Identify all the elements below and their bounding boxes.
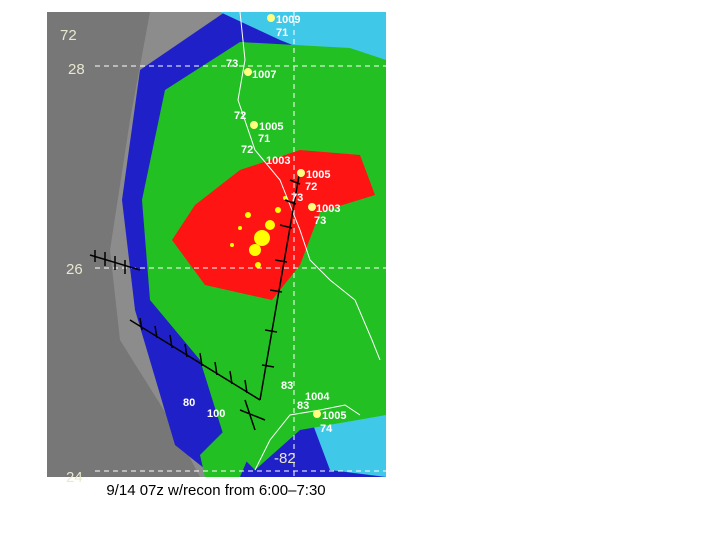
station-label: 83 bbox=[297, 400, 309, 412]
imagery bbox=[47, 12, 386, 477]
station-label: 1005 bbox=[259, 121, 283, 133]
station-dots bbox=[244, 14, 321, 418]
station-label: 72 bbox=[234, 110, 246, 122]
longitude-label: -82 bbox=[274, 450, 296, 467]
lightning bbox=[230, 196, 287, 268]
station-label: 72 bbox=[305, 181, 317, 193]
station-label: 1005 bbox=[322, 410, 346, 422]
station-label: 1003 bbox=[266, 155, 290, 167]
station-label: 1009 bbox=[276, 14, 300, 26]
station-labels: 1009717310077210057172100310057273100373… bbox=[183, 14, 346, 435]
latitude-label: 24 bbox=[66, 469, 83, 486]
station-label: 73 bbox=[314, 215, 326, 227]
station-label: 73 bbox=[226, 58, 238, 70]
station-label: 1007 bbox=[252, 69, 276, 81]
station-label: 1004 bbox=[305, 391, 330, 403]
station-label: 80 bbox=[183, 397, 195, 409]
corner-label: 72 bbox=[60, 27, 77, 44]
station-label: 100 bbox=[207, 408, 225, 420]
latitude-label: 28 bbox=[68, 61, 85, 78]
station-label: 1003 bbox=[316, 203, 340, 215]
station-label: 74 bbox=[320, 423, 333, 435]
station-label: 71 bbox=[258, 133, 270, 145]
wind-barbs bbox=[89, 169, 301, 431]
latitude-label: 26 bbox=[66, 261, 83, 278]
station-label: 72 bbox=[241, 144, 253, 156]
station-label: 73 bbox=[291, 192, 303, 204]
station-label: 71 bbox=[276, 27, 288, 39]
caption: 9/14 07z w/recon from 6:00–7:30 bbox=[106, 482, 325, 499]
station-label: 83 bbox=[281, 380, 293, 392]
station-label: 1005 bbox=[306, 169, 330, 181]
